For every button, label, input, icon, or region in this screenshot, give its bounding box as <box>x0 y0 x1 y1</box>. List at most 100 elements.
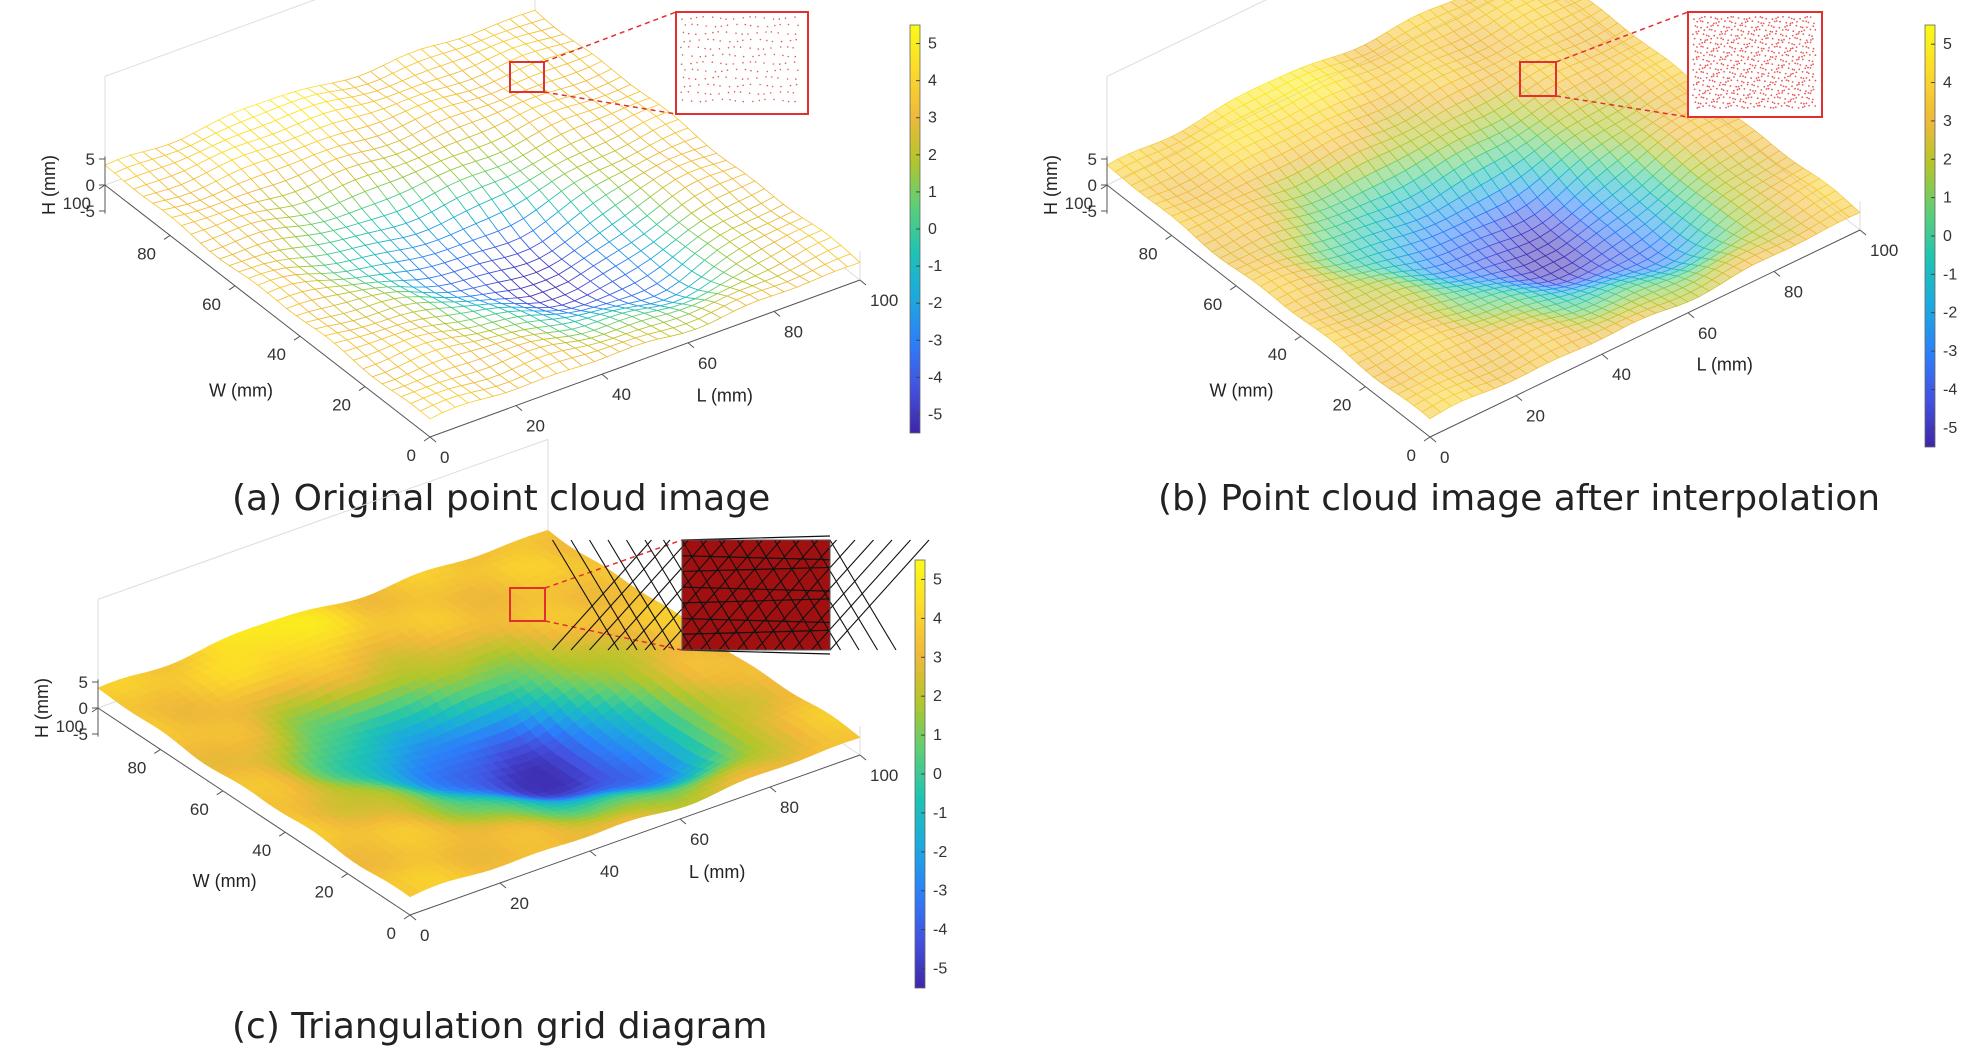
inset-point <box>1716 100 1718 103</box>
inset-point <box>1722 96 1725 98</box>
inset-point <box>1756 54 1758 56</box>
w-tick-mark <box>228 285 236 291</box>
inset-point <box>1722 51 1725 53</box>
inset-point <box>1704 64 1707 67</box>
inset-point <box>1810 64 1813 67</box>
inset-point <box>736 40 739 43</box>
inset-point <box>1790 73 1792 76</box>
inset-point <box>1805 77 1808 79</box>
inset-point <box>1787 67 1790 70</box>
inset-point <box>1714 106 1716 109</box>
l-tick-label: 0 <box>1440 448 1449 467</box>
inset-point <box>1783 38 1785 41</box>
inset-point <box>1712 98 1715 101</box>
inset-point <box>1789 75 1791 77</box>
inset-point <box>1745 72 1748 74</box>
inset-point <box>1795 50 1797 52</box>
inset-point <box>1774 58 1777 60</box>
inset-point <box>1756 97 1759 100</box>
inset-point <box>712 31 714 34</box>
inset-point <box>1748 93 1751 95</box>
inset-point <box>1803 105 1806 108</box>
inset-point <box>1746 83 1749 86</box>
inset-point <box>687 32 690 35</box>
inset-point <box>1718 84 1721 87</box>
inset-point <box>1795 24 1798 27</box>
inset-point <box>1799 38 1802 41</box>
inset-point <box>1813 22 1815 25</box>
inset-point <box>1736 35 1739 37</box>
inset-point <box>1752 90 1754 92</box>
inset-point <box>699 100 702 103</box>
caption-a: (a) Original point cloud image <box>232 478 771 519</box>
inset-point <box>1797 32 1800 35</box>
inset-point <box>1726 90 1729 92</box>
inset-point <box>1765 43 1767 46</box>
inset-point <box>725 31 728 33</box>
inset-point <box>1802 33 1805 35</box>
inset-point <box>1748 42 1751 45</box>
inset-point <box>1744 25 1747 28</box>
inset-point <box>1779 33 1782 36</box>
inset-point <box>687 91 690 93</box>
inset-point <box>1806 96 1808 99</box>
inset-point <box>1777 77 1780 80</box>
inset-point <box>1726 64 1729 67</box>
inset-point <box>1714 93 1717 96</box>
inset-point <box>697 91 699 94</box>
inset-point <box>1767 24 1770 27</box>
inset-point <box>1789 22 1792 25</box>
inset-point <box>1720 88 1723 90</box>
inset-point <box>1771 56 1774 59</box>
inset-point <box>1703 66 1706 69</box>
inset-point <box>680 63 683 65</box>
inset-point <box>1731 72 1734 75</box>
inset-border <box>675 11 809 115</box>
axes-edge-c-2 <box>97 438 549 600</box>
inset-point <box>712 76 714 79</box>
surface-cell <box>1570 0 1582 4</box>
inset-point <box>1734 25 1736 28</box>
l-axis-line <box>429 279 861 438</box>
zoom-region-box <box>1519 61 1557 97</box>
w-tick-label: 100 <box>1065 194 1093 213</box>
inset-point <box>1749 63 1752 66</box>
inset-point <box>1781 41 1784 44</box>
inset-point <box>739 91 742 93</box>
inset-point <box>704 92 707 95</box>
inset-point <box>742 62 744 64</box>
inset-point <box>1788 105 1790 108</box>
inset-point <box>754 61 757 63</box>
inset-point <box>1716 37 1719 39</box>
inset-point <box>1720 43 1723 46</box>
inset-point <box>1695 96 1698 99</box>
inset-point <box>1727 80 1729 82</box>
l-tick-mark <box>1429 436 1437 443</box>
inset-point <box>1726 67 1729 70</box>
inset-point <box>1714 55 1716 58</box>
inset-point <box>778 18 781 20</box>
colorbar-tick-label: -3 <box>928 332 942 349</box>
inset-point <box>687 46 690 48</box>
l-tick-label: 40 <box>1612 365 1631 384</box>
inset-point <box>1768 33 1771 35</box>
inset-point <box>787 68 789 71</box>
inset-point <box>1784 98 1787 100</box>
inset-point <box>771 76 773 78</box>
inset-point <box>1761 98 1764 101</box>
inset-point <box>1726 16 1729 19</box>
inset-point <box>1740 29 1743 32</box>
inset-point <box>1692 94 1694 97</box>
zoom-region-box <box>509 61 545 93</box>
inset-point <box>1746 68 1749 71</box>
inset-point <box>713 84 715 86</box>
inset-point <box>1755 52 1758 54</box>
inset-point <box>1757 25 1759 28</box>
inset-point <box>1748 17 1751 20</box>
inset-point <box>1733 50 1736 53</box>
inset-point <box>1747 33 1749 35</box>
inset-point <box>1716 87 1718 90</box>
inset-point <box>1725 26 1728 29</box>
inset-point <box>777 77 779 79</box>
inset-point <box>1742 30 1745 33</box>
